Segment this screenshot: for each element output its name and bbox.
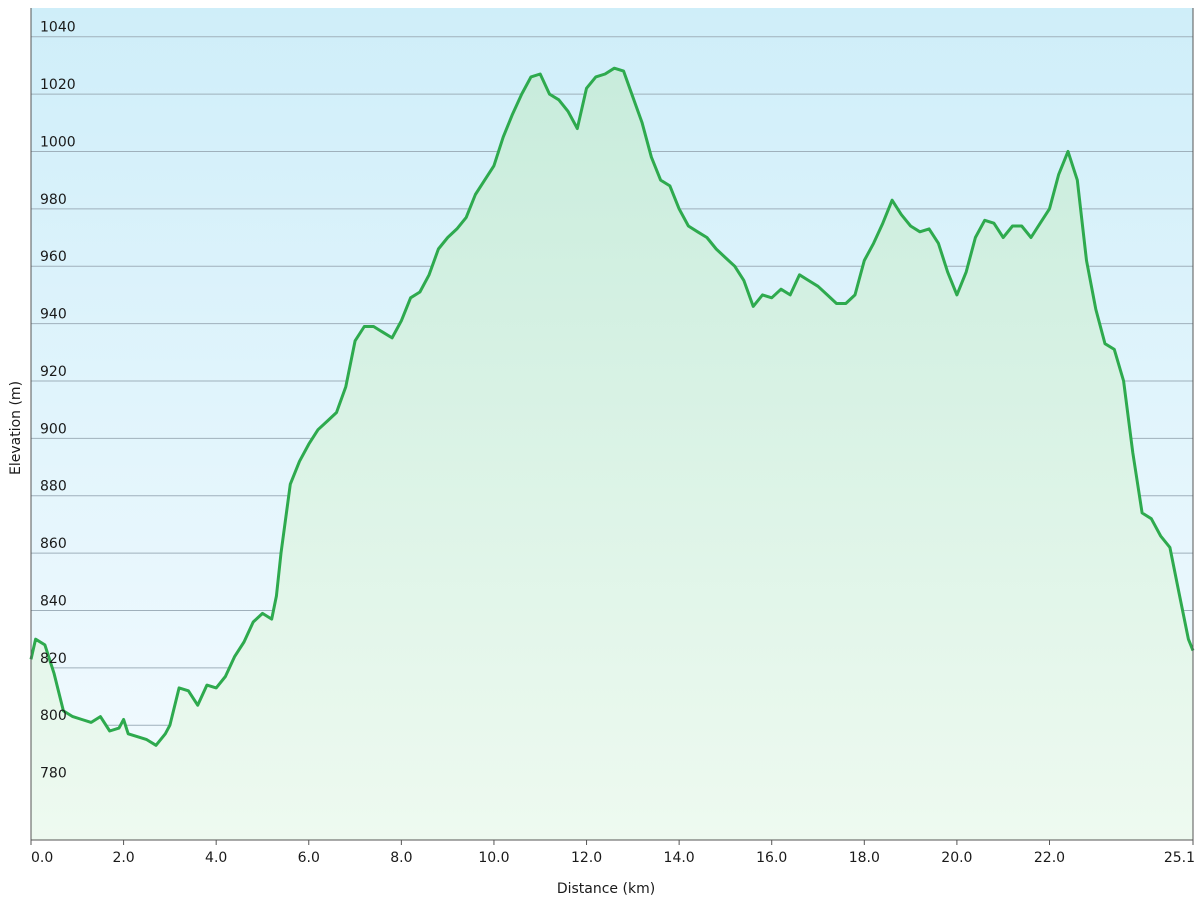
y-tick-label: 940	[40, 307, 67, 323]
x-tick-label: 10.0	[478, 850, 509, 866]
x-tick-label: 20.0	[941, 850, 972, 866]
y-tick-label: 1000	[40, 134, 76, 150]
y-tick-label: 840	[40, 593, 67, 609]
y-tick-label: 860	[40, 536, 67, 552]
x-tick-label: 18.0	[849, 850, 880, 866]
y-tick-label: 960	[40, 249, 67, 265]
x-tick-label: 4.0	[205, 850, 227, 866]
elevation-area	[31, 68, 1193, 840]
x-tick-label: 2.0	[112, 850, 134, 866]
x-tick-label: 14.0	[664, 850, 695, 866]
y-axis-title: Elevation (m)	[8, 381, 24, 475]
y-tick-label: 880	[40, 479, 67, 495]
y-tick-label: 820	[40, 651, 67, 667]
x-tick-label: 0.0	[31, 850, 53, 866]
x-tick-label: 6.0	[298, 850, 320, 866]
x-tick-label: 12.0	[571, 850, 602, 866]
y-tick-label: 780	[40, 766, 67, 782]
x-tick-labels: 0.0 2.0 4.0 6.0 8.0 10.0 12.0 14.0 16.0 18.0 20.0 2…	[30, 840, 1195, 866]
y-tick-label: 980	[40, 192, 67, 208]
y-tick-label: 800	[40, 708, 67, 724]
x-tick-label: 8.0	[390, 850, 412, 866]
y-tick-label: 1020	[40, 77, 76, 93]
x-axis-title: Distance (km)	[557, 881, 655, 897]
y-tick-label: 900	[40, 421, 67, 437]
x-tick-label: 16.0	[756, 850, 787, 866]
y-tick-label: 1040	[40, 20, 76, 36]
x-tick-label: 22.0	[1034, 850, 1065, 866]
elevation-line	[29, 66, 1195, 747]
x-tick-label: 25.1	[1164, 850, 1195, 866]
y-tick-label: 920	[40, 364, 67, 380]
y-tick-labels: 780 800 820 840 860 880 900 920 940 960 980 1000 102…	[40, 20, 76, 782]
